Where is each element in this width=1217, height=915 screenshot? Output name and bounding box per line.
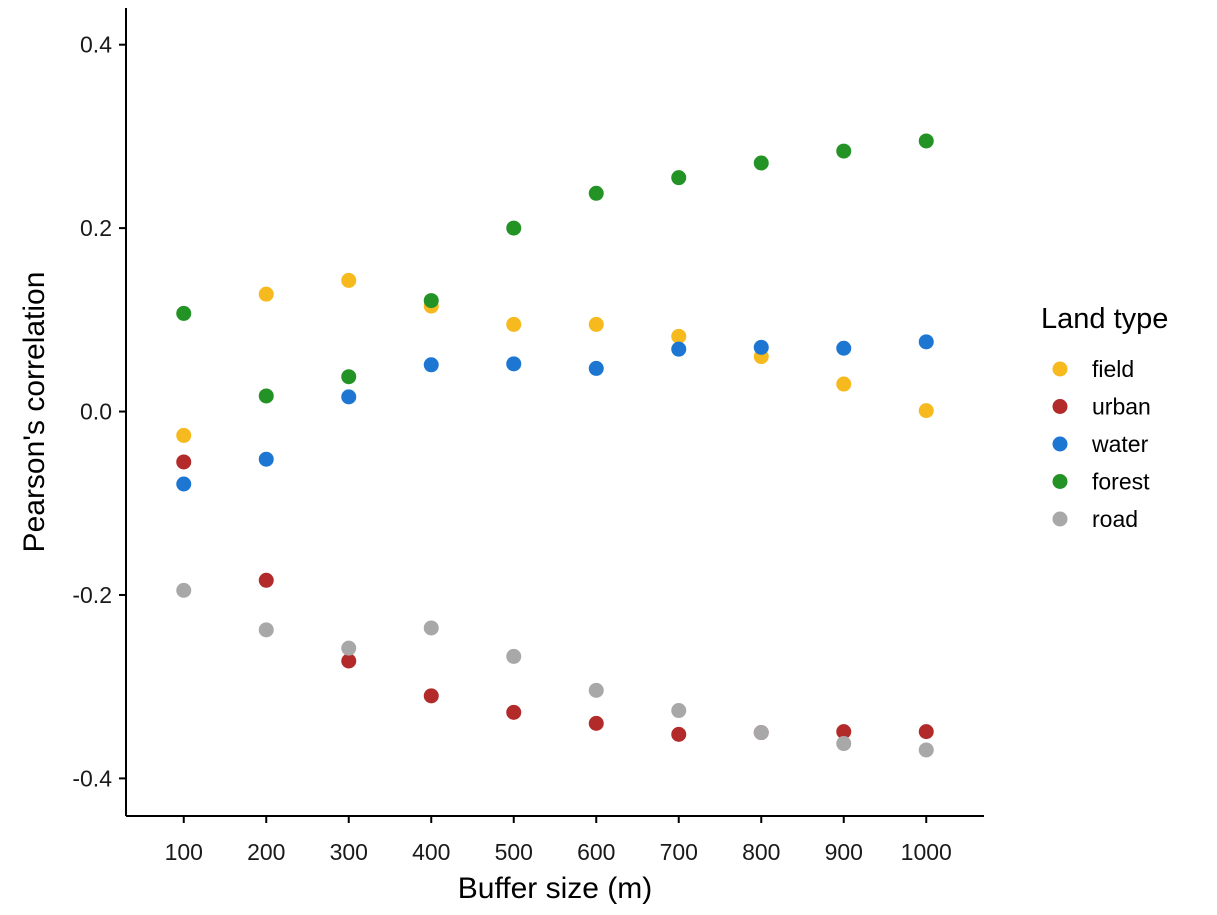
data-point-road (423, 620, 439, 636)
data-point-water (258, 451, 274, 467)
data-point-forest (671, 170, 687, 186)
y-axis-ticks: 0.4 0.2 0.0 -0.2 -0.4 (72, 32, 126, 791)
data-point-field (918, 403, 934, 419)
data-point-field (836, 376, 852, 392)
x-tick-label: 300 (330, 839, 368, 865)
x-tick-label: 800 (742, 839, 780, 865)
data-point-urban (671, 726, 687, 742)
data-point-urban (176, 454, 192, 470)
data-point-forest (918, 133, 934, 149)
legend-label-forest: forest (1092, 469, 1150, 495)
data-point-road (836, 736, 852, 752)
data-point-water (671, 341, 687, 357)
x-tick-label: 200 (247, 839, 285, 865)
legend-key-forest (1052, 474, 1068, 489)
x-axis-title: Buffer size (m) (458, 872, 653, 905)
data-point-road (506, 648, 522, 664)
data-point-water (588, 360, 604, 376)
y-tick-label: 0.2 (80, 215, 112, 241)
data-point-water (753, 339, 769, 355)
data-point-urban (588, 715, 604, 731)
data-point-urban (258, 572, 274, 588)
legend-key-urban (1052, 399, 1068, 414)
data-point-urban (423, 688, 439, 704)
data-point-forest (506, 220, 522, 236)
x-tick-label: 500 (495, 839, 533, 865)
x-tick-label: 900 (825, 839, 863, 865)
data-point-field (588, 316, 604, 332)
legend-key-water (1052, 436, 1068, 452)
legend-label-road: road (1092, 506, 1138, 532)
data-point-forest (753, 155, 769, 171)
data-point-field (341, 272, 357, 288)
series-field (176, 272, 934, 443)
data-point-water (423, 357, 439, 373)
x-axis-ticks: 100 200 300 400 500 600 700 800 900 1000 (165, 816, 952, 865)
x-tick-label: 700 (660, 839, 698, 865)
data-point-water (341, 389, 357, 405)
x-tick-label: 1000 (901, 839, 952, 865)
data-point-water (918, 334, 934, 350)
y-tick-label: -0.4 (72, 765, 112, 791)
data-point-road (258, 622, 274, 638)
series-forest (176, 133, 934, 404)
y-tick-label: -0.2 (72, 582, 112, 608)
series-road (176, 582, 934, 758)
legend-label-field: field (1092, 356, 1134, 382)
legend-label-water: water (1091, 431, 1149, 457)
data-point-forest (836, 143, 852, 159)
data-point-road (588, 682, 604, 698)
data-point-road (918, 742, 934, 758)
data-point-road (341, 640, 357, 656)
data-point-road (176, 582, 192, 598)
data-point-field (258, 286, 274, 302)
data-point-forest (341, 369, 357, 385)
data-point-urban (836, 724, 852, 740)
data-point-field (176, 427, 192, 443)
data-point-water (506, 356, 522, 372)
legend-title: Land type (1041, 303, 1168, 335)
axes (125, 8, 984, 817)
y-tick-label: 0.0 (80, 399, 112, 425)
data-point-water (176, 476, 192, 492)
y-tick-label: 0.4 (80, 32, 112, 58)
data-point-urban (341, 653, 357, 669)
data-point-water (836, 340, 852, 356)
data-point-forest (423, 293, 439, 309)
series-water (176, 334, 934, 492)
x-tick-label: 100 (165, 839, 203, 865)
data-point-urban (918, 724, 934, 740)
data-points (176, 133, 934, 758)
legend-key-field (1052, 361, 1068, 377)
series-urban (176, 454, 934, 742)
data-point-forest (588, 185, 604, 201)
data-point-field (506, 316, 522, 332)
data-point-urban (506, 704, 522, 720)
legend-items: field urban water forest road (1052, 356, 1151, 532)
y-axis-title: Pearson's correlation (18, 272, 51, 553)
x-tick-label: 400 (412, 839, 450, 865)
x-tick-label: 600 (577, 839, 615, 865)
legend: Land type field urban water forest road (1041, 303, 1168, 532)
data-point-forest (258, 388, 274, 404)
data-point-road (671, 703, 687, 719)
data-point-forest (176, 305, 192, 321)
legend-label-urban: urban (1092, 394, 1151, 420)
data-point-road (753, 725, 769, 741)
legend-key-road (1052, 511, 1068, 527)
data-point-field (671, 328, 687, 344)
